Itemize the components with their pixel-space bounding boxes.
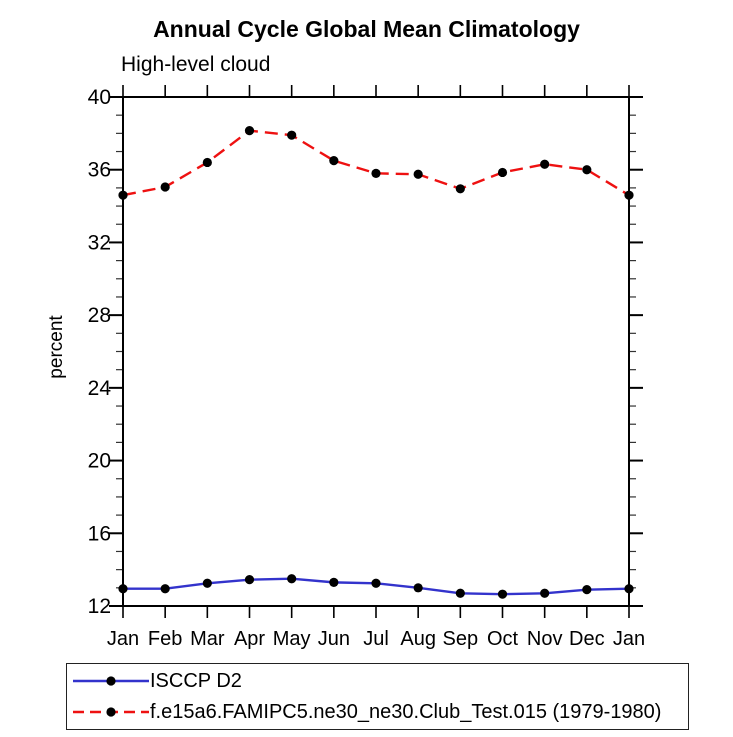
legend-label-model: f.e15a6.FAMIPC5.ne30_ne30.Club_Test.015 … xyxy=(150,700,662,723)
svg-text:12: 12 xyxy=(88,595,111,618)
svg-text:16: 16 xyxy=(88,522,111,545)
svg-text:Aug: Aug xyxy=(400,628,436,650)
svg-text:Jun: Jun xyxy=(318,628,350,650)
svg-text:May: May xyxy=(273,628,311,650)
chart-title: Annual Cycle Global Mean Climatology xyxy=(153,16,580,42)
svg-text:Jan: Jan xyxy=(107,628,139,650)
svg-text:Oct: Oct xyxy=(487,628,519,650)
legend-item-model: f.e15a6.FAMIPC5.ne30_ne30.Club_Test.015 … xyxy=(67,698,688,726)
svg-text:24: 24 xyxy=(88,377,112,400)
svg-text:Apr: Apr xyxy=(234,628,265,650)
svg-text:Sep: Sep xyxy=(443,628,479,650)
svg-text:20: 20 xyxy=(88,450,111,473)
svg-text:Jan: Jan xyxy=(613,628,645,650)
svg-text:Feb: Feb xyxy=(148,628,182,650)
svg-text:Jul: Jul xyxy=(363,628,389,650)
chart-subtitle: High-level cloud xyxy=(121,53,271,76)
legend-item-obs: ISCCP D2 xyxy=(67,667,688,695)
svg-text:Mar: Mar xyxy=(190,628,225,650)
svg-text:32: 32 xyxy=(88,231,111,254)
svg-text:Nov: Nov xyxy=(527,628,563,650)
legend-solid-line-marker-icon xyxy=(73,676,149,686)
svg-text:Dec: Dec xyxy=(569,628,605,650)
svg-text:40: 40 xyxy=(88,86,111,109)
legend-dashed-line-marker-icon xyxy=(73,707,149,717)
svg-text:36: 36 xyxy=(88,159,111,182)
legend-label-obs: ISCCP D2 xyxy=(150,669,242,692)
legend-box: ISCCP D2 f.e15a6.FAMIPC5.ne30_ne30.Club_… xyxy=(66,663,689,730)
svg-text:28: 28 xyxy=(88,304,111,327)
